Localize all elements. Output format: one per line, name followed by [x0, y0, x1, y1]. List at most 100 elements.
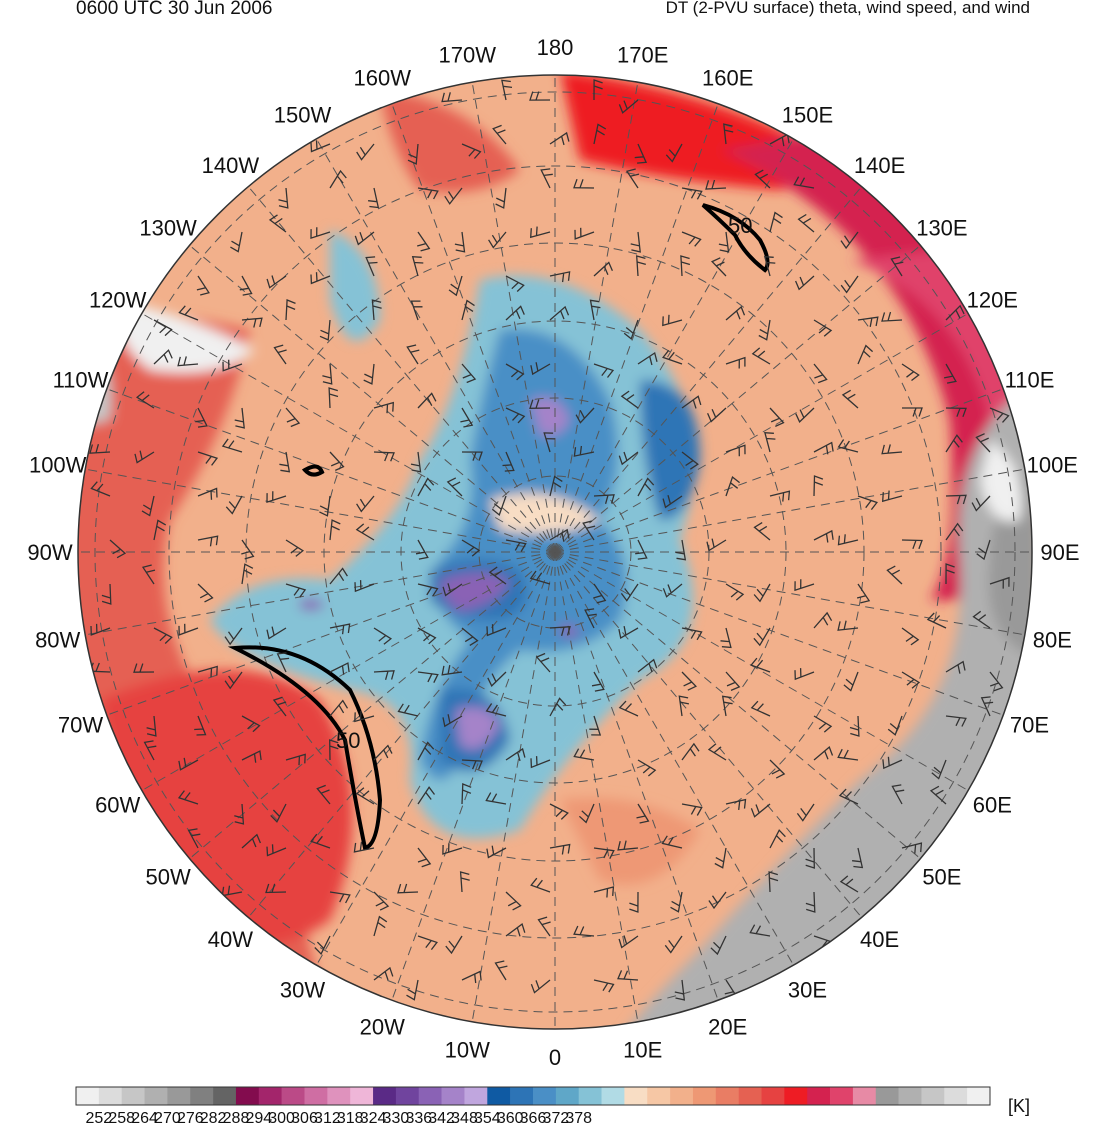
- longitude-label: 20E: [708, 1015, 747, 1040]
- wind-barb: [813, 441, 834, 455]
- wind-barb: [843, 671, 859, 692]
- wind-barb: [813, 611, 833, 629]
- wind-barb: [618, 99, 639, 114]
- longitude-labels: 180 170E 160E 150E 140E 130E 120E 110E 100E 90E 80…: [27, 35, 1079, 1070]
- wind-barb: [355, 523, 375, 541]
- contour-label: 50: [728, 213, 752, 238]
- colorbar-frame: [75, 1086, 991, 1106]
- wind-barb: [373, 451, 395, 462]
- wind-barb: [371, 299, 382, 321]
- colorbar-swatch: [784, 1087, 808, 1105]
- meridian-line: [189, 245, 556, 553]
- wind-barb: [461, 143, 482, 159]
- colorbar-tick-label: 276: [177, 1110, 204, 1126]
- wind-barb: [90, 623, 111, 636]
- wind-barb: [634, 143, 648, 164]
- colorbar-tick-label: 336: [405, 1110, 432, 1126]
- colorbar-tick-label: 342: [428, 1110, 455, 1126]
- wind-barb: [272, 696, 287, 717]
- wind-barb: [945, 407, 967, 418]
- wind-barb: [769, 829, 786, 849]
- wind-barb: [417, 392, 437, 409]
- wind-barb: [134, 450, 155, 464]
- wind-barb: [901, 539, 923, 550]
- colorbar-swatch: [464, 1087, 488, 1105]
- wind-barb: [637, 658, 658, 673]
- wind-barb: [488, 231, 507, 249]
- colorbar-swatch: [304, 1087, 328, 1105]
- wind-barb: [197, 535, 219, 547]
- wind-barb: [441, 92, 463, 103]
- wind-barb: [589, 715, 602, 736]
- colorbar-swatch: [578, 1087, 602, 1105]
- wind-barb: [549, 131, 570, 146]
- wind-barb: [266, 844, 287, 857]
- meridian-line: [554, 551, 921, 859]
- wind-barb: [373, 627, 393, 645]
- meridian-line: [554, 138, 794, 553]
- longitude-label: 40W: [208, 927, 253, 952]
- colorbar-tick-label: 312: [314, 1110, 341, 1126]
- wind-barb: [945, 434, 963, 453]
- wind-barb: [224, 671, 243, 690]
- colorbar-swatch: [373, 1087, 397, 1105]
- wind-barb: [714, 847, 727, 869]
- longitude-label: 90E: [1040, 540, 1079, 565]
- wind-barb: [681, 451, 699, 470]
- longitude-label: 90W: [27, 540, 72, 565]
- wind-barb: [329, 519, 341, 541]
- wind-barb: [630, 231, 641, 253]
- wind-barb: [945, 522, 964, 541]
- wind-barb: [989, 671, 1004, 692]
- wind-barb: [617, 970, 639, 981]
- meridian-line: [554, 551, 862, 918]
- wind-barb: [540, 168, 553, 189]
- wind-barb: [857, 344, 874, 365]
- wind-barb: [578, 803, 595, 824]
- wind-barb: [410, 451, 422, 473]
- wind-barb: [368, 187, 380, 209]
- wind-barb: [310, 833, 331, 849]
- colorbar-tick-label: 354: [474, 1110, 501, 1126]
- wind-barb: [769, 759, 786, 779]
- wind-barb: [276, 652, 290, 673]
- wind-barb: [230, 231, 243, 253]
- longitude-label: 150W: [274, 103, 332, 128]
- wind-barb: [485, 792, 507, 805]
- wind-barb: [505, 407, 526, 424]
- wind-barb: [887, 715, 903, 736]
- colorbar-swatch: [144, 1087, 168, 1105]
- longitude-label: 160E: [702, 66, 753, 91]
- wind-barb: [270, 803, 287, 823]
- wind-barb: [837, 439, 859, 453]
- meridian-line: [106, 388, 556, 553]
- wind-barb: [593, 363, 615, 378]
- meridian-line: [554, 551, 794, 966]
- wind-barb: [529, 570, 551, 585]
- wind-barb: [593, 886, 615, 898]
- colorbar-swatch: [487, 1087, 511, 1105]
- wind-barb: [662, 495, 683, 509]
- wind-barb: [637, 759, 657, 777]
- wind-barb: [153, 319, 173, 337]
- wind-barb: [797, 213, 815, 233]
- meridian-line: [391, 551, 556, 1001]
- meridian-line: [554, 82, 639, 553]
- wind-barb: [681, 803, 703, 816]
- longitude-label: 60E: [973, 793, 1012, 818]
- colorbar-swatch: [350, 1087, 374, 1105]
- wind-barb: [629, 891, 639, 913]
- wind-barb: [373, 670, 395, 680]
- wind-barb: [141, 495, 155, 517]
- wind-barb: [241, 317, 263, 328]
- colorbar-swatch: [875, 1087, 899, 1105]
- colorbar-tick-label: 378: [565, 1110, 592, 1126]
- wind-barb: [710, 257, 727, 277]
- wind-barb: [505, 539, 527, 552]
- wind-barb: [446, 477, 463, 497]
- wind-barb: [530, 756, 551, 769]
- wind-barb: [573, 178, 595, 189]
- wind-barb: [841, 389, 859, 409]
- wind-barb: [707, 407, 727, 423]
- wind-barb: [593, 979, 615, 993]
